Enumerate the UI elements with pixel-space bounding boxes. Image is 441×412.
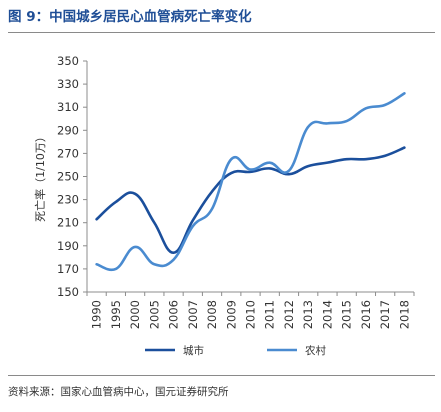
line-chart: 150 170 190 210 230 250 270 290 310 330 350 1990 199… xyxy=(33,54,415,357)
data-point-rural xyxy=(326,122,328,124)
data-point-rural xyxy=(384,104,386,106)
y-tick-label: 310 xyxy=(57,100,79,114)
x-tick-label: 2008 xyxy=(205,300,219,329)
data-point-urban xyxy=(172,252,174,254)
source-note: 资料来源：国家心血管病中心，国元证券研究所 xyxy=(8,386,229,398)
x-tick-label: 2005 xyxy=(147,300,161,329)
axes: 150 170 190 210 230 250 270 290 310 330 350 1990 199… xyxy=(33,54,415,329)
data-point-urban xyxy=(384,155,386,157)
data-point-urban xyxy=(307,165,309,167)
legend-label-rural: 农村 xyxy=(305,344,326,357)
y-tick-label: 290 xyxy=(57,123,79,137)
data-point-rural xyxy=(230,158,232,160)
data-point-urban xyxy=(95,218,97,220)
legend: 城市 农村 xyxy=(145,344,326,357)
data-point-urban xyxy=(153,222,155,224)
y-tick-label: 350 xyxy=(57,54,79,68)
x-tick-label: 2015 xyxy=(340,300,354,329)
x-tick-label: 1990 xyxy=(90,300,104,329)
data-point-urban xyxy=(230,172,232,174)
data-point-rural xyxy=(192,225,194,227)
data-point-rural xyxy=(288,170,290,172)
x-tick-label: 2000 xyxy=(128,300,142,329)
y-tick-label: 210 xyxy=(57,216,79,230)
data-point-urban xyxy=(288,173,290,175)
x-tick-label: 2012 xyxy=(282,300,296,329)
data-point-urban xyxy=(211,190,213,192)
data-point-rural xyxy=(115,268,117,270)
x-tick-label: 2017 xyxy=(378,300,392,329)
data-point-urban xyxy=(249,171,251,173)
data-point-urban xyxy=(192,219,194,221)
y-axis-title: 死亡率（1/10万） xyxy=(33,131,47,222)
series-line-urban xyxy=(95,146,406,255)
y-tick-label: 170 xyxy=(57,262,79,276)
footer-divider xyxy=(8,375,435,376)
y-tick-label: 270 xyxy=(57,146,79,160)
x-tick-label: 2011 xyxy=(263,300,277,329)
title-divider xyxy=(8,32,435,33)
x-tick-label: 2018 xyxy=(397,300,411,329)
data-point-urban xyxy=(115,201,117,203)
y-tick-label: 330 xyxy=(57,77,79,91)
data-point-rural xyxy=(211,208,213,210)
data-point-rural xyxy=(134,246,136,248)
y-tick-label: 230 xyxy=(57,193,79,207)
legend-label-urban: 城市 xyxy=(183,344,204,357)
data-point-urban xyxy=(403,146,405,148)
x-tick-label: 2016 xyxy=(359,300,373,329)
x-tick-label: 2014 xyxy=(320,300,334,329)
data-point-rural xyxy=(307,126,309,128)
y-tick-label: 250 xyxy=(57,170,79,184)
data-point-rural xyxy=(95,263,97,265)
data-point-rural xyxy=(153,263,155,265)
y-tick-label: 150 xyxy=(57,285,79,299)
x-tick-label: 2006 xyxy=(167,300,181,329)
data-point-urban xyxy=(365,158,367,160)
data-point-rural xyxy=(365,107,367,109)
data-point-rural xyxy=(269,161,271,163)
x-tick-label: 2013 xyxy=(301,300,315,329)
data-point-urban xyxy=(134,193,136,195)
data-point-rural xyxy=(403,92,405,94)
chart-title: 图 9：中国城乡居民心血管病死亡率变化 xyxy=(8,9,252,25)
data-point-rural xyxy=(345,120,347,122)
x-tick-label: 2009 xyxy=(224,300,238,329)
x-tick-label: 2007 xyxy=(186,300,200,329)
data-point-rural xyxy=(249,168,251,170)
data-point-urban xyxy=(345,158,347,160)
y-tick-label: 190 xyxy=(57,239,79,253)
x-tick-label: 2010 xyxy=(244,300,258,329)
data-point-urban xyxy=(269,167,271,169)
data-point-rural xyxy=(172,258,174,260)
data-point-urban xyxy=(326,161,328,163)
x-tick-label: 1995 xyxy=(109,300,123,329)
series-layer xyxy=(95,92,406,272)
series-line-rural xyxy=(95,92,406,272)
